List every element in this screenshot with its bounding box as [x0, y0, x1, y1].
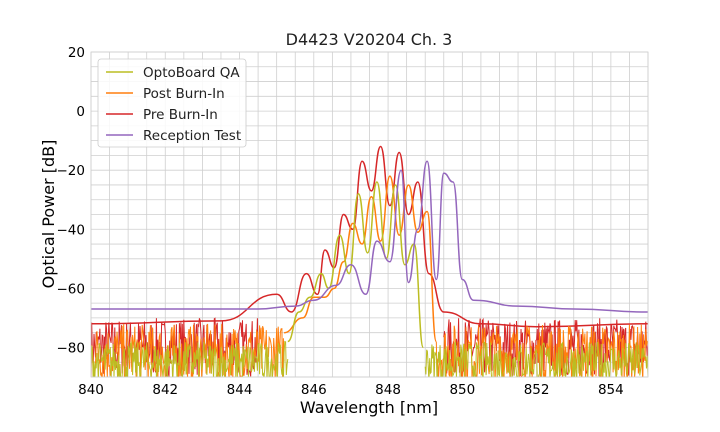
- noise-floor-path: [443, 317, 648, 377]
- legend-box: [97, 58, 247, 148]
- y-tick-label: 20: [68, 45, 85, 61]
- series-optoboard-qa: [91, 181, 648, 377]
- series-line: [91, 145, 648, 328]
- series-line: [287, 181, 425, 349]
- legend-label: Post Burn-In: [143, 86, 225, 102]
- x-tick-label: 840: [78, 382, 104, 398]
- noise-floor-path: [424, 341, 648, 377]
- x-tick-label: 850: [449, 382, 475, 398]
- x-tick-label: 842: [152, 382, 178, 398]
- y-tick-label: −60: [57, 281, 86, 297]
- legend-label: OptoBoard QA: [143, 65, 240, 81]
- x-tick-label: 854: [598, 382, 624, 398]
- noise-floor-path: [91, 340, 289, 377]
- y-tick-label: 0: [76, 104, 85, 120]
- legend-label: Pre Burn-In: [143, 107, 218, 123]
- legend: OptoBoard QA Post Burn-In Pre Burn-In Recep…: [97, 58, 247, 148]
- x-tick-label: 846: [301, 382, 327, 398]
- y-axis-label: Optical Power [dB]: [39, 140, 58, 289]
- x-tick-label: 844: [227, 382, 253, 398]
- legend-label: Reception Test: [143, 128, 241, 144]
- series-layer: [91, 145, 648, 377]
- y-tick-labels: 20 0 −20 −40 −60 −80: [57, 45, 86, 356]
- series-line: [91, 160, 648, 313]
- x-axis-label: Wavelength [nm]: [300, 398, 438, 417]
- chart-title: D4423 V20204 Ch. 3: [286, 30, 453, 49]
- series-reception-test: [91, 160, 648, 313]
- x-tick-label: 852: [524, 382, 550, 398]
- y-tick-label: −80: [57, 340, 86, 356]
- y-tick-label: −40: [57, 222, 86, 238]
- x-tick-label: 848: [375, 382, 401, 398]
- x-tick-labels: 840 842 844 846 848 850 852 854: [78, 382, 624, 398]
- plot-frame: [90, 51, 649, 378]
- y-tick-label: −20: [57, 163, 86, 179]
